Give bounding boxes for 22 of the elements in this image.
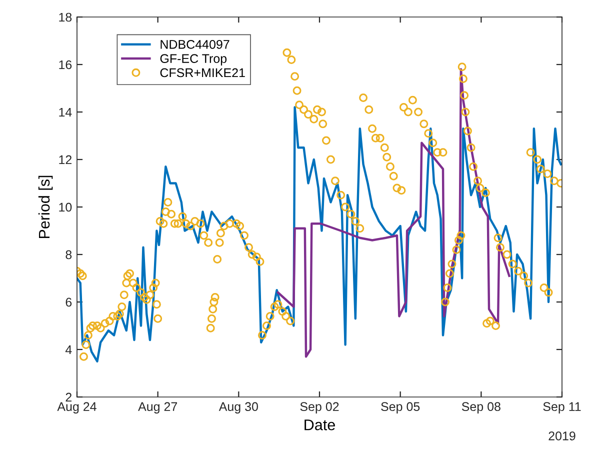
y-tick-label: 6 [66,298,72,307]
y-tick-label: 16 [59,60,72,70]
x-tick-label: Sep 08 [462,402,500,414]
legend-label: CFSR+MIKE21 [160,68,245,78]
legend-label: NDBC44097 [160,40,230,49]
y-tick-label: 10 [59,202,72,212]
x-tick-label: Sep 02 [300,402,339,414]
y-tick-label: 18 [59,12,72,22]
text: 2019 [548,432,576,440]
y-tick-label: 14 [59,108,72,117]
x-tick-label: Sep 11 [543,402,581,414]
legend-label: GF-EC Trop [160,54,227,66]
y-tick-label: 4 [65,345,72,354]
x-tick-label: Aug 24 [57,402,96,414]
x-tick-label: Sep 05 [381,402,420,414]
x-tick-label: Aug 30 [218,402,258,414]
y-axis-title: Period [s] [38,176,53,238]
x-tick-label: Aug 27 [138,402,178,414]
x-axis-title: Date [304,420,335,430]
y-tick-label: 12 [59,155,72,164]
y-tick-label: 2 [66,392,72,402]
y-tick-label: 8 [66,250,72,260]
